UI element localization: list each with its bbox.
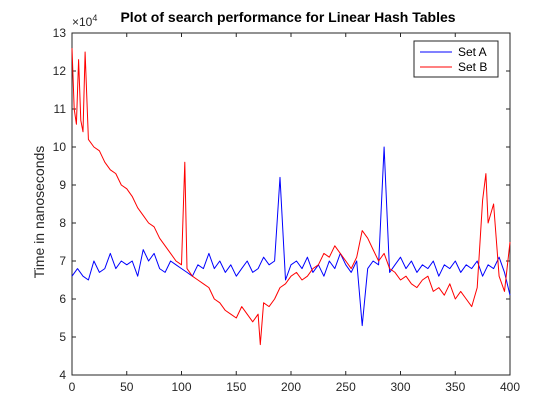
y-tick-label: 5	[59, 330, 66, 344]
y-tick-label: 4	[59, 368, 66, 382]
legend-label: Set B	[458, 60, 487, 74]
y-tick-label: 6	[59, 292, 66, 306]
plot-area: 0 50 100 150 200 250 300 350 400 4 5 6 7 8 9 10 11 12 13	[53, 26, 521, 394]
x-tick-label: 300	[390, 380, 410, 394]
x-tick-label: 200	[281, 380, 301, 394]
y-tick-label: 9	[59, 178, 66, 192]
x-tick-label: 400	[500, 380, 520, 394]
series-line-set-b	[71, 48, 511, 346]
x-tick-label: 50	[120, 380, 134, 394]
legend-box	[413, 40, 499, 78]
y-exponent-power: 4	[92, 13, 97, 23]
x-tick-label: 250	[336, 380, 356, 394]
x-tick-label: 0	[69, 380, 76, 394]
chart-title: Plot of search performance for Linear Ha…	[120, 9, 455, 25]
y-axis-label: Time in nanoseconds	[31, 146, 47, 279]
x-tick-label: 150	[226, 380, 246, 394]
y-axis-exponent-label: ×104	[72, 13, 97, 29]
y-tick-label: 8	[59, 216, 66, 230]
y-tick-label: 12	[53, 64, 67, 78]
legend-label: Set A	[458, 45, 487, 59]
y-tick-label: 11	[54, 102, 67, 116]
y-tick-label: 7	[59, 254, 66, 268]
x-tick-label: 350	[445, 380, 465, 394]
y-exponent-base: ×10	[72, 15, 93, 29]
y-tick-label: 13	[53, 26, 67, 40]
series-line-set-a	[71, 146, 511, 327]
x-tick-label: 100	[171, 380, 191, 394]
y-tick-label: 10	[53, 140, 67, 154]
